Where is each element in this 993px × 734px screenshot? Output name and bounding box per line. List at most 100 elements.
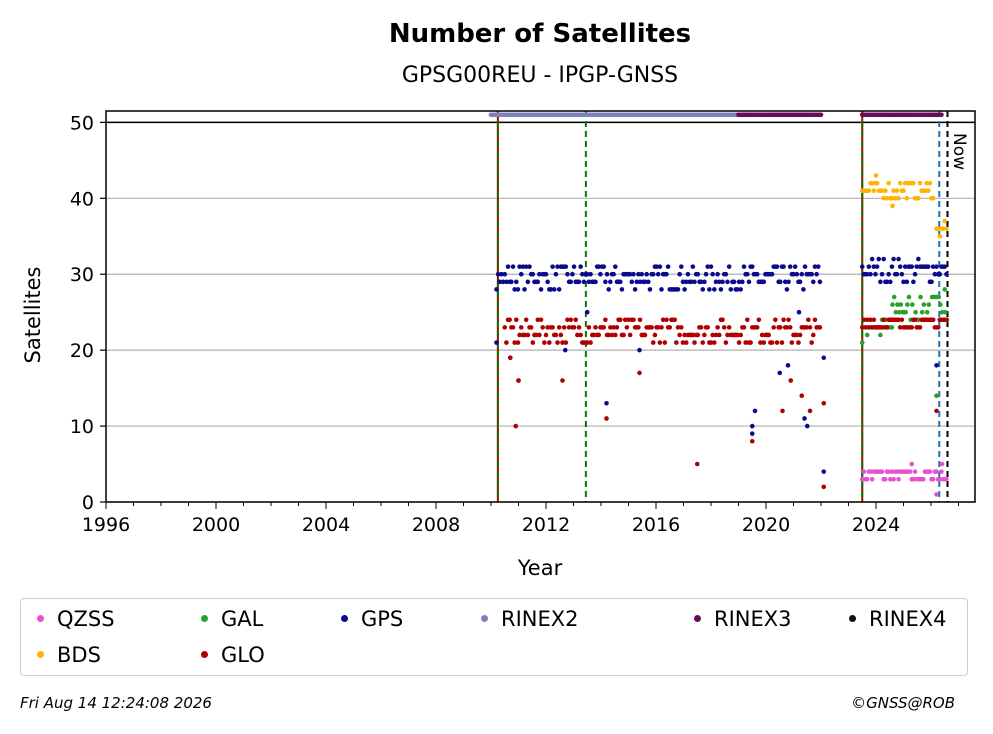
point-gps: [897, 264, 903, 269]
point-glo: [935, 325, 941, 330]
point-bds: [879, 188, 885, 194]
point-glo: [930, 317, 936, 323]
outlier-qzss: [909, 461, 915, 467]
point-gps: [754, 271, 760, 277]
point-glo: [652, 332, 658, 338]
point-glo: [617, 317, 623, 323]
point-qzss: [939, 469, 944, 474]
point-glo: [515, 340, 521, 345]
point-gps: [642, 279, 648, 285]
point-gps: [593, 279, 598, 285]
point-glo: [896, 317, 901, 323]
point-gps: [868, 271, 873, 277]
point-gal: [921, 302, 927, 307]
point-qzss: [921, 476, 926, 482]
point-gps: [608, 279, 613, 285]
point-glo: [626, 317, 631, 323]
legend-label: GLO: [221, 643, 265, 667]
point-gps: [611, 271, 616, 277]
point-gps: [916, 256, 921, 262]
point-gps: [909, 264, 915, 269]
point-gps: [937, 271, 943, 277]
point-gps: [584, 271, 590, 277]
x-tick-label: 2024: [852, 514, 900, 536]
point-glo: [754, 325, 760, 330]
point-gps: [791, 271, 796, 277]
point-glo: [726, 325, 732, 330]
point-glo: [603, 317, 608, 323]
point-glo: [522, 332, 527, 338]
point-gps: [568, 279, 574, 285]
point-glo: [807, 325, 813, 330]
point-gal: [943, 309, 948, 315]
point-gps: [814, 271, 819, 277]
point-glo: [743, 340, 748, 345]
point-glo: [565, 317, 570, 323]
point-gps: [527, 264, 532, 269]
point-gps: [925, 264, 931, 269]
point-gps: [874, 264, 880, 269]
outlier-gps: [637, 347, 642, 353]
point-glo: [677, 332, 682, 338]
point-gps: [794, 271, 800, 277]
point-gps: [888, 279, 893, 285]
point-bds: [925, 188, 931, 194]
point-gal: [913, 309, 918, 315]
point-glo: [566, 325, 572, 330]
outlier-glo: [807, 408, 813, 414]
outlier-glo: [780, 408, 785, 414]
point-gps: [716, 279, 722, 285]
point-bds: [924, 180, 929, 186]
point-gps: [555, 264, 560, 269]
point-gps: [886, 271, 891, 277]
point-gps: [518, 271, 524, 277]
outlier-gps: [796, 309, 802, 315]
x-tick-label: 1996: [82, 514, 130, 536]
legend-item-bds: BDS: [37, 643, 101, 667]
point-qzss: [937, 476, 943, 482]
point-bds: [902, 180, 908, 186]
legend-item-glo: GLO: [201, 643, 265, 667]
point-glo: [543, 332, 549, 338]
point-gps: [598, 271, 603, 277]
point-glo: [542, 340, 547, 345]
legend-marker-rinex3: [694, 614, 701, 622]
point-gps: [746, 279, 752, 285]
point-gps: [581, 279, 587, 285]
point-glo: [601, 325, 607, 330]
legend-marker-qzss: [37, 614, 44, 622]
outlier-gps: [804, 423, 810, 429]
point-gps: [685, 271, 691, 277]
point-gps: [537, 271, 542, 277]
point-gps: [884, 279, 890, 285]
point-glo: [664, 317, 669, 323]
point-gps: [812, 264, 818, 269]
y-tick-label: 50: [70, 112, 94, 134]
x-tick-label: 2004: [302, 514, 350, 536]
point-glo: [861, 317, 867, 323]
point-glo: [642, 332, 648, 338]
point-glo: [944, 317, 949, 323]
point-gal: [896, 309, 902, 315]
point-glo: [593, 325, 598, 330]
point-glo: [588, 340, 593, 345]
point-gps: [504, 279, 509, 285]
legend-label: BDS: [57, 643, 101, 667]
point-gal: [893, 309, 899, 315]
outlier-gal: [942, 287, 948, 292]
point-gps: [774, 264, 780, 269]
outlier-gps: [934, 363, 939, 368]
point-bds: [927, 180, 933, 186]
point-gps: [864, 271, 870, 277]
point-gal: [926, 302, 932, 307]
point-gps: [873, 271, 878, 277]
point-gps: [512, 287, 517, 292]
point-glo: [662, 340, 668, 345]
point-gps: [731, 279, 737, 285]
point-gps: [710, 271, 715, 277]
point-glo: [804, 325, 809, 330]
point-gps: [761, 279, 767, 285]
point-glo: [761, 340, 767, 345]
point-glo: [573, 317, 578, 323]
point-glo: [897, 325, 903, 330]
